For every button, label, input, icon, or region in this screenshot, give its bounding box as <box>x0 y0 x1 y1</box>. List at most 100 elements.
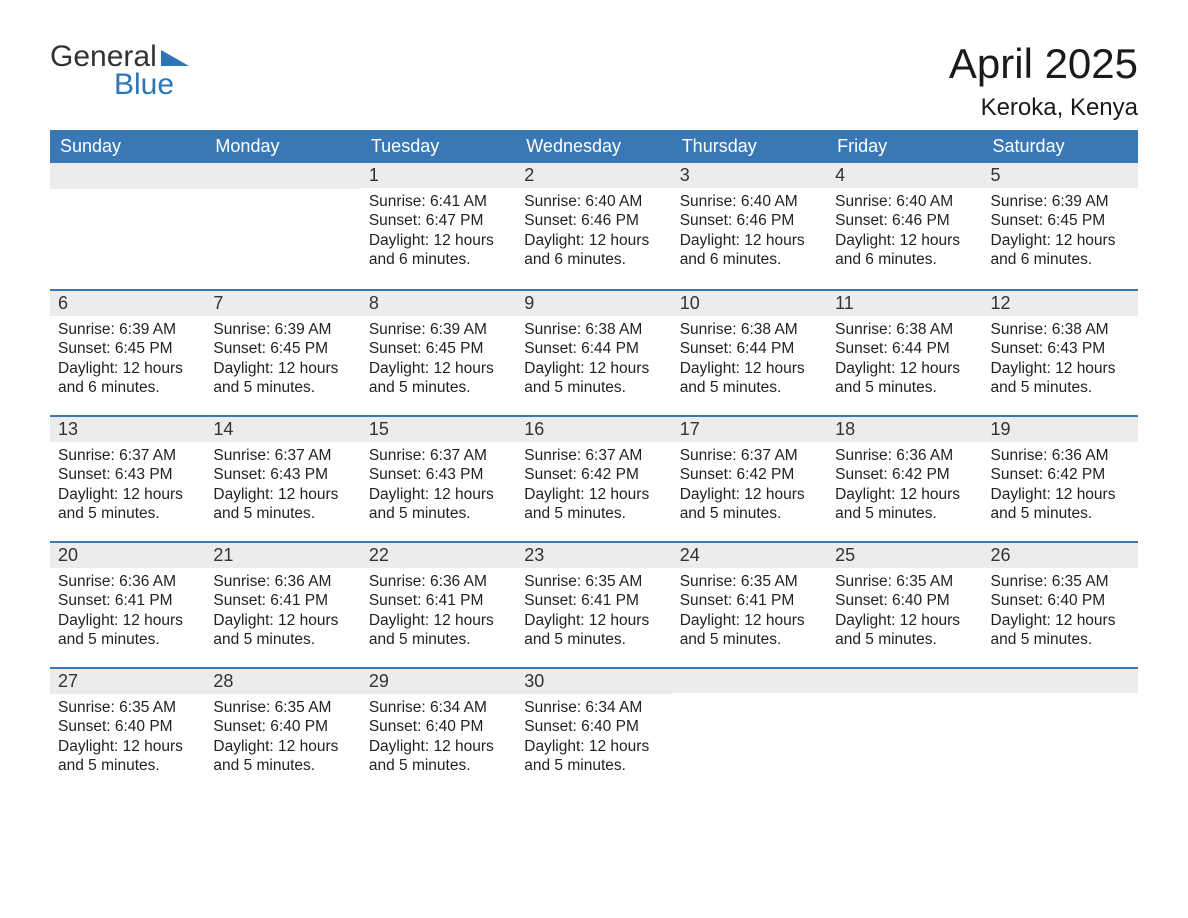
day-number: 7 <box>205 289 360 316</box>
daylight-line: Daylight: 12 hours and 5 minutes. <box>369 359 508 398</box>
sunset-line: Sunset: 6:41 PM <box>680 591 819 610</box>
daylight-line: Daylight: 12 hours and 5 minutes. <box>680 359 819 398</box>
day-details: Sunrise: 6:36 AMSunset: 6:41 PMDaylight:… <box>361 568 516 658</box>
day-number: 20 <box>50 541 205 568</box>
sunset-line: Sunset: 6:45 PM <box>991 211 1130 230</box>
day-details: Sunrise: 6:41 AMSunset: 6:47 PMDaylight:… <box>361 188 516 278</box>
calendar-week-row: 27Sunrise: 6:35 AMSunset: 6:40 PMDayligh… <box>50 667 1138 793</box>
logo: General Blue <box>50 40 189 102</box>
sunset-line: Sunset: 6:42 PM <box>680 465 819 484</box>
day-details: Sunrise: 6:34 AMSunset: 6:40 PMDaylight:… <box>516 694 671 784</box>
sunset-line: Sunset: 6:44 PM <box>524 339 663 358</box>
sunrise-line: Sunrise: 6:40 AM <box>680 192 819 211</box>
calendar-week-row: 1Sunrise: 6:41 AMSunset: 6:47 PMDaylight… <box>50 163 1138 289</box>
sunrise-line: Sunrise: 6:34 AM <box>369 698 508 717</box>
sunrise-line: Sunrise: 6:34 AM <box>524 698 663 717</box>
sunrise-line: Sunrise: 6:36 AM <box>213 572 352 591</box>
sunrise-line: Sunrise: 6:35 AM <box>58 698 197 717</box>
sunset-line: Sunset: 6:45 PM <box>58 339 197 358</box>
month-title: April 2025 <box>949 40 1138 88</box>
sunrise-line: Sunrise: 6:37 AM <box>369 446 508 465</box>
location: Keroka, Kenya <box>949 94 1138 122</box>
day-details: Sunrise: 6:36 AMSunset: 6:41 PMDaylight:… <box>205 568 360 658</box>
calendar-cell: 13Sunrise: 6:37 AMSunset: 6:43 PMDayligh… <box>50 415 205 541</box>
daylight-line: Daylight: 12 hours and 6 minutes. <box>680 231 819 270</box>
sunset-line: Sunset: 6:43 PM <box>991 339 1130 358</box>
day-number: 12 <box>983 289 1138 316</box>
empty-day-header <box>205 163 360 189</box>
sunrise-line: Sunrise: 6:39 AM <box>991 192 1130 211</box>
daylight-line: Daylight: 12 hours and 5 minutes. <box>213 485 352 524</box>
daylight-line: Daylight: 12 hours and 5 minutes. <box>991 359 1130 398</box>
weekday-header: Monday <box>205 130 360 163</box>
day-details: Sunrise: 6:35 AMSunset: 6:40 PMDaylight:… <box>827 568 982 658</box>
day-number: 21 <box>205 541 360 568</box>
sunrise-line: Sunrise: 6:38 AM <box>680 320 819 339</box>
calendar-cell: 20Sunrise: 6:36 AMSunset: 6:41 PMDayligh… <box>50 541 205 667</box>
calendar-cell: 16Sunrise: 6:37 AMSunset: 6:42 PMDayligh… <box>516 415 671 541</box>
daylight-line: Daylight: 12 hours and 5 minutes. <box>524 359 663 398</box>
day-details: Sunrise: 6:39 AMSunset: 6:45 PMDaylight:… <box>205 316 360 406</box>
day-details: Sunrise: 6:37 AMSunset: 6:43 PMDaylight:… <box>361 442 516 532</box>
day-number: 14 <box>205 415 360 442</box>
daylight-line: Daylight: 12 hours and 5 minutes. <box>835 485 974 524</box>
calendar-cell: 27Sunrise: 6:35 AMSunset: 6:40 PMDayligh… <box>50 667 205 793</box>
day-number: 2 <box>516 163 671 188</box>
day-details: Sunrise: 6:38 AMSunset: 6:44 PMDaylight:… <box>827 316 982 406</box>
day-number: 19 <box>983 415 1138 442</box>
calendar-week-row: 13Sunrise: 6:37 AMSunset: 6:43 PMDayligh… <box>50 415 1138 541</box>
calendar-cell: 7Sunrise: 6:39 AMSunset: 6:45 PMDaylight… <box>205 289 360 415</box>
calendar-cell: 3Sunrise: 6:40 AMSunset: 6:46 PMDaylight… <box>672 163 827 289</box>
daylight-line: Daylight: 12 hours and 5 minutes. <box>58 611 197 650</box>
sunrise-line: Sunrise: 6:36 AM <box>991 446 1130 465</box>
day-details: Sunrise: 6:34 AMSunset: 6:40 PMDaylight:… <box>361 694 516 784</box>
sunset-line: Sunset: 6:43 PM <box>58 465 197 484</box>
daylight-line: Daylight: 12 hours and 5 minutes. <box>213 611 352 650</box>
day-number: 26 <box>983 541 1138 568</box>
day-number: 16 <box>516 415 671 442</box>
sunrise-line: Sunrise: 6:38 AM <box>524 320 663 339</box>
logo-text-blue: Blue <box>114 68 174 102</box>
sunrise-line: Sunrise: 6:37 AM <box>58 446 197 465</box>
calendar-cell: 12Sunrise: 6:38 AMSunset: 6:43 PMDayligh… <box>983 289 1138 415</box>
sunrise-line: Sunrise: 6:39 AM <box>369 320 508 339</box>
sunset-line: Sunset: 6:42 PM <box>835 465 974 484</box>
day-details: Sunrise: 6:35 AMSunset: 6:40 PMDaylight:… <box>205 694 360 784</box>
sunrise-line: Sunrise: 6:36 AM <box>835 446 974 465</box>
day-details: Sunrise: 6:37 AMSunset: 6:43 PMDaylight:… <box>50 442 205 532</box>
day-details: Sunrise: 6:35 AMSunset: 6:40 PMDaylight:… <box>50 694 205 784</box>
sunset-line: Sunset: 6:46 PM <box>835 211 974 230</box>
sunset-line: Sunset: 6:41 PM <box>369 591 508 610</box>
day-details: Sunrise: 6:35 AMSunset: 6:41 PMDaylight:… <box>672 568 827 658</box>
calendar-table: SundayMondayTuesdayWednesdayThursdayFrid… <box>50 130 1138 793</box>
sunset-line: Sunset: 6:42 PM <box>524 465 663 484</box>
sunrise-line: Sunrise: 6:37 AM <box>213 446 352 465</box>
day-details: Sunrise: 6:38 AMSunset: 6:43 PMDaylight:… <box>983 316 1138 406</box>
sunrise-line: Sunrise: 6:37 AM <box>680 446 819 465</box>
sunrise-line: Sunrise: 6:37 AM <box>524 446 663 465</box>
daylight-line: Daylight: 12 hours and 5 minutes. <box>835 611 974 650</box>
calendar-body: 1Sunrise: 6:41 AMSunset: 6:47 PMDaylight… <box>50 163 1138 793</box>
day-details: Sunrise: 6:38 AMSunset: 6:44 PMDaylight:… <box>672 316 827 406</box>
calendar-cell: 1Sunrise: 6:41 AMSunset: 6:47 PMDaylight… <box>361 163 516 289</box>
calendar-cell: 14Sunrise: 6:37 AMSunset: 6:43 PMDayligh… <box>205 415 360 541</box>
daylight-line: Daylight: 12 hours and 5 minutes. <box>213 737 352 776</box>
calendar-cell <box>827 667 982 793</box>
calendar-cell: 22Sunrise: 6:36 AMSunset: 6:41 PMDayligh… <box>361 541 516 667</box>
empty-day-header <box>672 667 827 693</box>
empty-day-header <box>50 163 205 189</box>
weekday-header: Tuesday <box>361 130 516 163</box>
daylight-line: Daylight: 12 hours and 6 minutes. <box>524 231 663 270</box>
calendar-cell: 21Sunrise: 6:36 AMSunset: 6:41 PMDayligh… <box>205 541 360 667</box>
empty-day-header <box>983 667 1138 693</box>
day-details: Sunrise: 6:36 AMSunset: 6:42 PMDaylight:… <box>827 442 982 532</box>
logo-triangle-icon <box>161 44 189 71</box>
daylight-line: Daylight: 12 hours and 5 minutes. <box>835 359 974 398</box>
sunset-line: Sunset: 6:40 PM <box>369 717 508 736</box>
day-details: Sunrise: 6:37 AMSunset: 6:42 PMDaylight:… <box>516 442 671 532</box>
calendar-cell: 6Sunrise: 6:39 AMSunset: 6:45 PMDaylight… <box>50 289 205 415</box>
sunrise-line: Sunrise: 6:38 AM <box>991 320 1130 339</box>
sunrise-line: Sunrise: 6:39 AM <box>213 320 352 339</box>
sunset-line: Sunset: 6:40 PM <box>835 591 974 610</box>
day-number: 29 <box>361 667 516 694</box>
